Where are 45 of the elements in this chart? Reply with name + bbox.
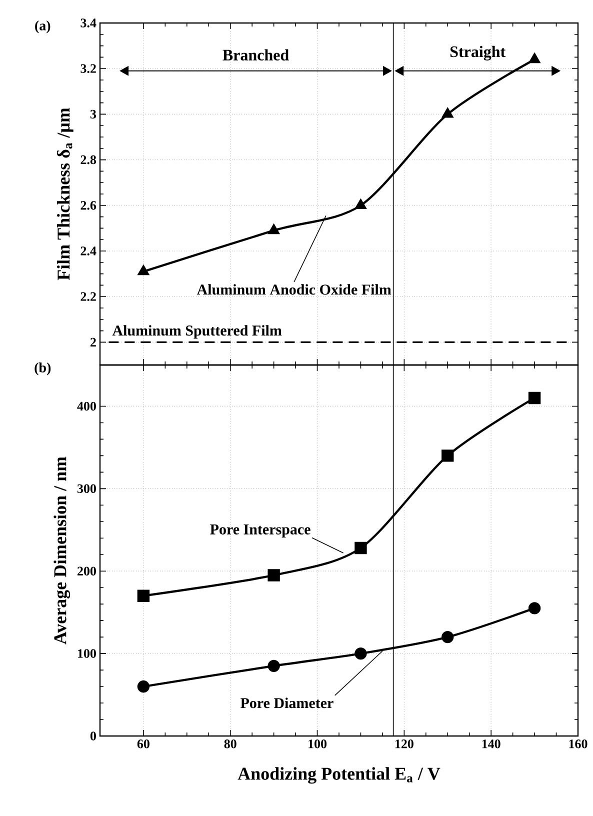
series-label: Aluminum Anodic Oxide Film bbox=[196, 284, 392, 295]
series-label: Pore Diameter bbox=[240, 698, 334, 708]
chart-title: (a) bbox=[35, 20, 50, 34]
y-tick-label: 3.4 bbox=[80, 18, 96, 28]
y-tick-label: 2.4 bbox=[80, 246, 96, 256]
ref-line-label: Aluminum Sputtered Film bbox=[112, 325, 282, 339]
y-axis-title: Film Thickness δ$_{a}$ /μm bbox=[56, 108, 74, 280]
y-tick-label: 200 bbox=[78, 566, 96, 576]
point bbox=[529, 53, 540, 64]
point bbox=[137, 680, 150, 693]
series-label: Pore Interspace bbox=[210, 524, 310, 538]
point bbox=[268, 660, 280, 672]
x-axis-title: Anodizing Potential E$_{a}$ / V bbox=[238, 767, 440, 784]
y-tick-label: 0 bbox=[90, 732, 96, 740]
annotation: Branched bbox=[222, 49, 289, 61]
y-tick-label: 300 bbox=[77, 484, 96, 494]
y-tick-label: 2.6 bbox=[80, 200, 96, 210]
point bbox=[442, 108, 454, 118]
point bbox=[355, 199, 366, 209]
point bbox=[442, 630, 454, 644]
point bbox=[354, 647, 367, 660]
point bbox=[138, 265, 149, 276]
y-tick-label: 3.2 bbox=[80, 64, 96, 73]
y-tick-label: 3 bbox=[90, 110, 96, 119]
x-tick-label: 160 bbox=[569, 740, 588, 748]
y-axis-title: Average Dimension / nm bbox=[54, 456, 70, 644]
annotation: Straight bbox=[450, 46, 506, 60]
point bbox=[137, 590, 150, 602]
point bbox=[442, 450, 454, 462]
y-tick-label: 2.2 bbox=[80, 292, 96, 301]
y-tick-label: 400 bbox=[77, 402, 96, 411]
point bbox=[268, 569, 280, 582]
y-tick-label: 100 bbox=[78, 649, 96, 658]
y-tick-label: 2.8 bbox=[80, 155, 96, 164]
x-tick-label: 80 bbox=[224, 740, 236, 748]
y-tick-label: 2 bbox=[90, 338, 96, 346]
point bbox=[354, 542, 367, 554]
x-tick-label: 100 bbox=[308, 740, 327, 748]
chart-title: (b) bbox=[34, 362, 51, 376]
x-tick-label: 120 bbox=[395, 740, 414, 748]
point bbox=[528, 392, 541, 404]
x-tick-label: 60 bbox=[137, 740, 150, 748]
point bbox=[528, 602, 541, 614]
point bbox=[268, 224, 280, 234]
x-tick-label: 140 bbox=[482, 740, 500, 748]
